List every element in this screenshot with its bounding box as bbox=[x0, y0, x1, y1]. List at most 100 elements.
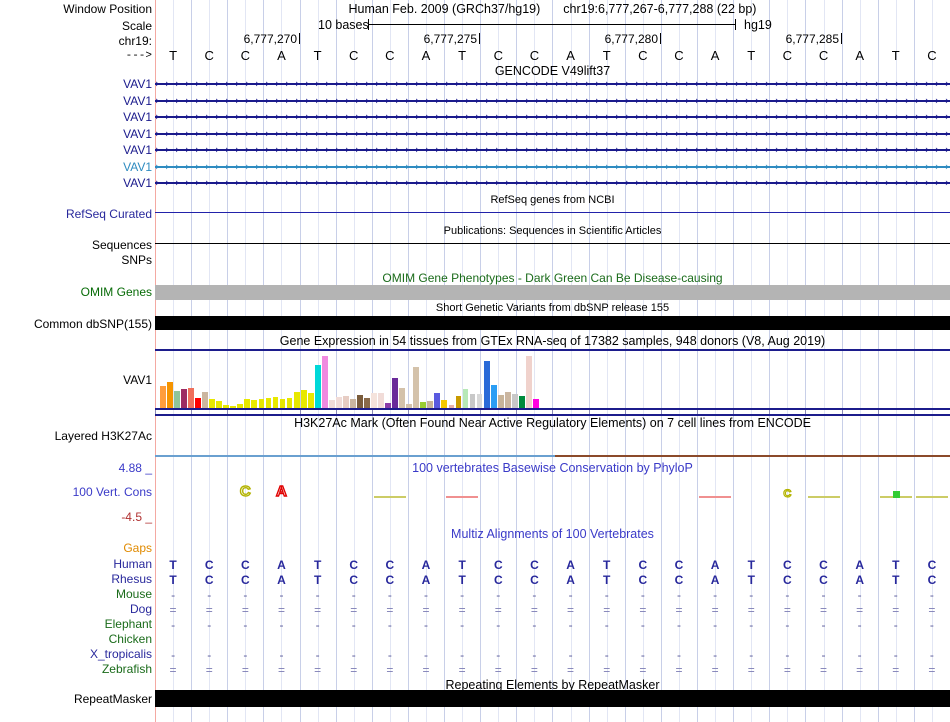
gtex-tissue-bar[interactable] bbox=[455, 396, 462, 408]
gencode-gene-label[interactable]: VAV1 bbox=[123, 176, 152, 190]
publications-snps-label[interactable]: SNPs bbox=[121, 253, 152, 267]
species-label[interactable]: Mouse bbox=[115, 587, 152, 601]
gtex-tissue-bar[interactable] bbox=[223, 405, 230, 408]
gtex-tissue-bar[interactable] bbox=[321, 356, 328, 408]
gtex-tissue-bar[interactable] bbox=[378, 393, 384, 408]
gtex-tissue-bar[interactable] bbox=[511, 394, 518, 408]
species-alignment-row[interactable]: = = = = = = = = = = = = = = = = = = = = = = bbox=[155, 663, 950, 677]
species-alignment-row[interactable] bbox=[155, 633, 950, 647]
multiz-gaps-label[interactable]: Gaps bbox=[123, 541, 152, 555]
gtex-tissue-bar[interactable] bbox=[427, 401, 434, 408]
gencode-gene-row[interactable]: ››››››››››››››››››››››››››››››››››››››››… bbox=[155, 110, 950, 123]
position-text[interactable]: chr19:6,777,267-6,777,288 (22 bp) bbox=[563, 2, 757, 16]
publications-sequences-label[interactable]: Sequences bbox=[91, 238, 152, 252]
species-label[interactable]: Chicken bbox=[108, 632, 152, 646]
gtex-tissue-bar[interactable] bbox=[174, 391, 180, 408]
gencode-gene-row[interactable]: ››››››››››››››››››››››››››››››››››››››››… bbox=[155, 127, 950, 140]
omim-label[interactable]: OMIM Genes bbox=[80, 285, 152, 299]
gtex-tissue-bar[interactable] bbox=[469, 394, 476, 408]
species-label[interactable]: X_tropicalis bbox=[89, 647, 152, 661]
gtex-tissue-bar[interactable] bbox=[364, 398, 370, 408]
gtex-tissue-bar[interactable] bbox=[532, 399, 539, 408]
gtex-tissue-bar[interactable] bbox=[518, 396, 525, 408]
gtex-tissue-bar[interactable] bbox=[441, 400, 448, 408]
repeatmasker-label[interactable]: RepeatMasker bbox=[73, 692, 152, 706]
gtex-tissue-bar[interactable] bbox=[525, 356, 532, 408]
gtex-tissue-bar[interactable] bbox=[202, 392, 209, 408]
gtex-tissue-bar[interactable] bbox=[244, 399, 251, 408]
species-alignment-row[interactable]: = = = = = = = = = = = = = = = = = = = = = = bbox=[155, 603, 950, 617]
gtex-tissue-bar[interactable] bbox=[258, 399, 265, 408]
gtex-tissue-bar[interactable] bbox=[265, 398, 272, 408]
species-alignment-row[interactable]: ---------------------- bbox=[155, 588, 950, 602]
gtex-tissue-bar[interactable] bbox=[385, 403, 391, 408]
gtex-tissue-bar[interactable] bbox=[286, 398, 293, 408]
gtex-tissue-bar[interactable] bbox=[413, 367, 420, 408]
gtex-tissue-bar[interactable] bbox=[420, 402, 427, 408]
gtex-tissue-bar[interactable] bbox=[357, 395, 363, 408]
gtex-tissue-bar[interactable] bbox=[335, 397, 342, 408]
gtex-tissue-bar[interactable] bbox=[483, 361, 490, 408]
gtex-tissue-bar[interactable] bbox=[181, 389, 187, 408]
gtex-tissue-bar[interactable] bbox=[230, 406, 237, 408]
gtex-tissue-bar[interactable] bbox=[328, 400, 335, 408]
species-label[interactable]: Rhesus bbox=[111, 572, 152, 586]
gtex-tissue-bar[interactable] bbox=[392, 378, 399, 408]
gtex-tissue-bar[interactable] bbox=[371, 393, 377, 408]
gtex-tissue-bar[interactable] bbox=[399, 388, 406, 408]
dbsnp-label[interactable]: Common dbSNP(155) bbox=[33, 317, 152, 331]
gtex-expression-chart[interactable] bbox=[155, 356, 950, 408]
h3k27ac-label[interactable]: Layered H3K27Ac bbox=[54, 429, 152, 443]
species-label[interactable]: Human bbox=[113, 557, 152, 571]
gencode-gene-row[interactable]: ››››››››››››››››››››››››››››››››››››››››… bbox=[155, 143, 950, 156]
gtex-tissue-bar[interactable] bbox=[434, 393, 441, 408]
gtex-tissue-bar[interactable] bbox=[188, 388, 194, 408]
gtex-tissue-bar[interactable] bbox=[350, 399, 356, 408]
conservation-label[interactable]: 100 Vert. Cons bbox=[72, 485, 152, 499]
dbsnp-band[interactable] bbox=[155, 316, 950, 330]
gtex-tissue-bar[interactable] bbox=[272, 397, 279, 408]
species-label[interactable]: Zebrafish bbox=[101, 662, 152, 676]
gencode-gene-label[interactable]: VAV1 bbox=[123, 159, 152, 174]
refseq-label[interactable]: RefSeq Curated bbox=[65, 207, 152, 221]
gtex-tissue-bar[interactable] bbox=[251, 400, 258, 408]
species-alignment-row[interactable]: ---------------------- bbox=[155, 618, 950, 632]
gtex-tissue-bar[interactable] bbox=[209, 399, 216, 408]
gtex-tissue-bar[interactable] bbox=[293, 392, 300, 408]
gencode-gene-row[interactable]: ››››››››››››››››››››››››››››››››››››››››… bbox=[155, 176, 950, 189]
species-label[interactable]: Dog bbox=[129, 602, 152, 616]
gencode-gene-label[interactable]: VAV1 bbox=[123, 126, 152, 141]
gtex-tissue-bar[interactable] bbox=[497, 395, 504, 408]
species-alignment-row[interactable]: ---------------------- bbox=[155, 648, 950, 662]
gencode-gene-label[interactable]: VAV1 bbox=[123, 143, 152, 157]
gtex-tissue-bar[interactable] bbox=[160, 386, 166, 408]
gencode-gene-row[interactable]: ››››››››››››››››››››››››››››››››››››››››… bbox=[155, 77, 950, 90]
gtex-tissue-bar[interactable] bbox=[476, 394, 483, 408]
gtex-label[interactable]: VAV1 bbox=[123, 373, 152, 387]
gtex-tissue-bar[interactable] bbox=[462, 389, 469, 408]
gtex-tissue-bar[interactable] bbox=[448, 405, 455, 408]
gtex-tissue-bar[interactable] bbox=[342, 396, 349, 408]
gencode-gene-row[interactable]: ››››››››››››››››››››››››››››››››››››››››… bbox=[155, 160, 950, 173]
omim-band[interactable] bbox=[155, 285, 950, 300]
gencode-gene-label[interactable]: VAV1 bbox=[123, 110, 152, 124]
gtex-tissue-bar[interactable] bbox=[490, 385, 497, 408]
gtex-tissue-bar[interactable] bbox=[195, 398, 201, 408]
gtex-tissue-bar[interactable] bbox=[504, 392, 511, 408]
gtex-tissue-bar[interactable] bbox=[216, 401, 223, 408]
gencode-gene-label[interactable]: VAV1 bbox=[123, 93, 152, 108]
gtex-tissue-bar[interactable] bbox=[300, 390, 307, 408]
gtex-tissue-bar[interactable] bbox=[406, 404, 413, 408]
species-label[interactable]: Elephant bbox=[104, 617, 152, 631]
gtex-tissue-bar[interactable] bbox=[279, 399, 286, 408]
gtex-tissue-bar[interactable] bbox=[314, 365, 321, 408]
repeatmasker-band[interactable] bbox=[155, 690, 950, 707]
gtex-tissue-bar[interactable] bbox=[167, 382, 173, 408]
gtex-tissue-bar[interactable] bbox=[307, 393, 314, 408]
gtex-tissue-bar[interactable] bbox=[237, 404, 244, 408]
gencode-gene-label[interactable]: VAV1 bbox=[123, 77, 152, 91]
gencode-gene-row[interactable]: ››››››››››››››››››››››››››››››››››››››››… bbox=[155, 94, 950, 107]
